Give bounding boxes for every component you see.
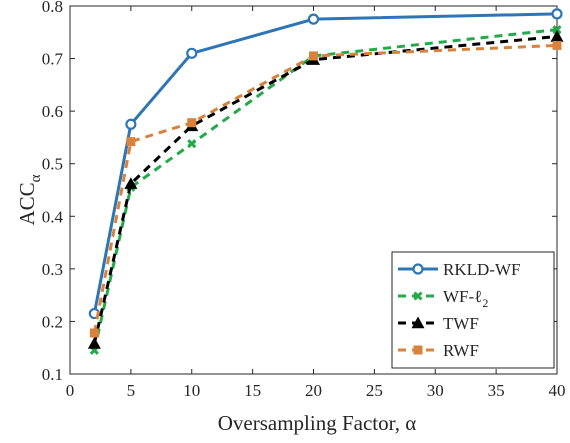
legend-label-main: RKLD-WF bbox=[443, 260, 520, 279]
data-point bbox=[550, 29, 564, 42]
data-point bbox=[307, 13, 320, 25]
data-point bbox=[89, 328, 99, 338]
legend-label-main: TWF bbox=[443, 314, 479, 333]
y-tick-label: 0.4 bbox=[42, 207, 64, 226]
y-tick-label: 0.5 bbox=[42, 155, 63, 174]
data-point bbox=[124, 177, 138, 189]
legend-marker bbox=[412, 263, 424, 275]
data-point bbox=[87, 337, 101, 349]
y-tick-label: 0.7 bbox=[42, 50, 64, 69]
legend-label: RKLD-WF bbox=[443, 260, 520, 279]
y-axis-label: ACCα bbox=[15, 174, 44, 225]
y-tick-label: 0.8 bbox=[42, 0, 63, 16]
x-tick-label: 10 bbox=[183, 381, 200, 400]
legend-marker bbox=[413, 345, 423, 355]
legend-label-main: WF-ℓ bbox=[443, 287, 482, 306]
y-axis-label-main: ACC bbox=[15, 182, 39, 225]
legend-label: TWF bbox=[443, 314, 479, 333]
x-tick-label: 35 bbox=[488, 381, 505, 400]
x-tick-label: 30 bbox=[427, 381, 444, 400]
data-point bbox=[309, 51, 318, 61]
data-point bbox=[186, 47, 198, 59]
x-tick-label: 5 bbox=[127, 381, 136, 400]
legend-label-main: RWF bbox=[443, 341, 479, 360]
series-layer bbox=[87, 8, 564, 355]
x-tick-label: 40 bbox=[549, 381, 566, 400]
x-tick-label: 15 bbox=[244, 381, 261, 400]
legend-marker bbox=[413, 291, 423, 301]
data-point bbox=[551, 8, 563, 20]
data-point bbox=[552, 40, 562, 50]
data-point bbox=[126, 137, 136, 147]
data-point bbox=[125, 118, 137, 130]
y-tick-label: 0.6 bbox=[42, 102, 63, 121]
series-square bbox=[89, 40, 562, 338]
y-axis-label-subscript: α bbox=[28, 174, 44, 182]
x-axis-label: Oversampling Factor, α bbox=[218, 411, 417, 435]
y-tick-label: 0.3 bbox=[42, 260, 63, 279]
y-tick-label: 0.1 bbox=[42, 365, 63, 384]
legend-label: RWF bbox=[443, 341, 479, 360]
x-tick-label: 25 bbox=[366, 381, 383, 400]
x-tick-label: 20 bbox=[305, 381, 322, 400]
data-point bbox=[552, 25, 562, 35]
x-tick-label: 0 bbox=[66, 381, 75, 400]
legend-label-subscript: 2 bbox=[482, 296, 488, 310]
legend-marker bbox=[411, 316, 425, 329]
y-tick-label: 0.2 bbox=[42, 312, 63, 331]
legend-label: WF-ℓ2 bbox=[443, 287, 488, 310]
data-point bbox=[187, 139, 197, 149]
data-point bbox=[187, 118, 197, 128]
axes: 0 5 10 15 20 25 30 35 40 0.1 0.2 0.3 0.4 0.5 0.6 0.7 0.8 bbox=[42, 0, 566, 400]
